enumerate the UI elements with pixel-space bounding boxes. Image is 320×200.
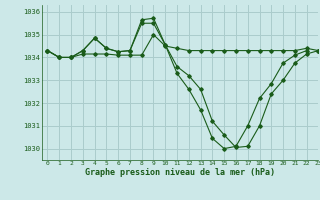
X-axis label: Graphe pression niveau de la mer (hPa): Graphe pression niveau de la mer (hPa) (85, 168, 275, 177)
